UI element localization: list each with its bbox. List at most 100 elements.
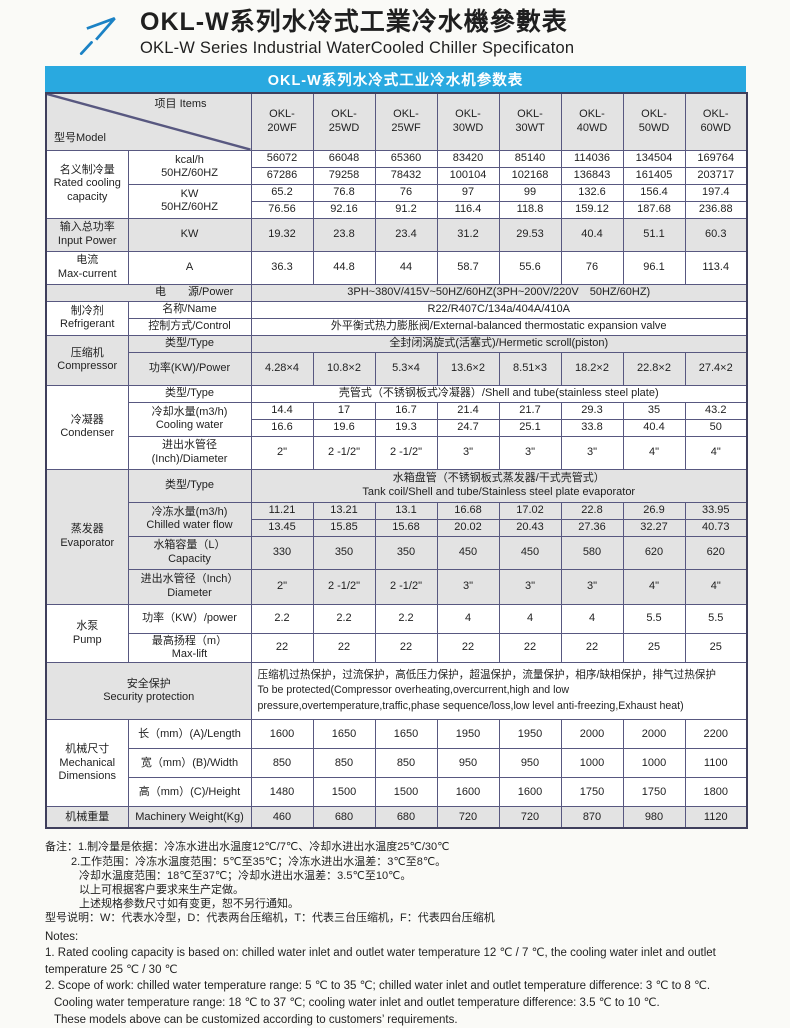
- value-cell: 136843: [560, 166, 624, 185]
- power-source-value: 3PH~380V/415V~50HZ/60HZ(3PH~200V/220V 50…: [250, 283, 748, 302]
- table-row: 功率(KW)/Power 4.28×4 10.8×2 5.3×4 13.6×2 8.51…: [46, 351, 748, 386]
- value-cell: 3": [560, 435, 624, 470]
- value-cell: 4: [560, 603, 624, 634]
- value-cell: 16.68: [436, 501, 500, 520]
- value-cell: 1100: [684, 748, 748, 779]
- table-row: 控制方式/Control 外平衡式热力膨胀阀/External-balanced…: [46, 317, 748, 336]
- value-cell: 2.2: [312, 603, 376, 634]
- page-header: OKL-W系列水冷式工業冷水機參數表 OKL-W Series Industri…: [0, 0, 790, 66]
- table-row: 13.45 15.85 15.68 20.02 20.43 27.36 32.27 40.73: [46, 518, 748, 537]
- value-cell: 22.8×2: [622, 351, 686, 386]
- page-title-en: OKL-W Series Industrial WaterCooled Chil…: [140, 39, 575, 57]
- refrigerant-name-value: R22/R407C/134a/404A/410A: [250, 300, 748, 319]
- value-cell: 2": [250, 435, 314, 470]
- value-cell: 2000: [560, 719, 624, 750]
- value-cell: 1000: [622, 748, 686, 779]
- value-cell: 3": [436, 435, 500, 470]
- value-cell: 33.95: [684, 501, 748, 520]
- table-row: 76.56 92.16 91.2 116.4 118.8 159.12 187.68 236.…: [46, 200, 748, 219]
- value-cell: 1650: [312, 719, 376, 750]
- value-cell: 21.4: [436, 401, 500, 420]
- note-line: 以上可根据客户要求来生产定做。: [79, 884, 244, 897]
- value-cell: 76: [374, 183, 438, 202]
- value-cell: 118.8: [498, 200, 562, 219]
- note-line: Cooling water temperature range: 18 ℃ to…: [54, 997, 660, 1010]
- table-row: 安全保护 Security protection 压缩机过热保护，过流保护，高低…: [45, 662, 748, 721]
- value-cell: 20.43: [498, 518, 562, 537]
- value-cell: 680: [312, 806, 376, 829]
- value-cell: 25.1: [498, 418, 562, 437]
- value-cell: 2 -1/2": [312, 435, 376, 470]
- item-label-type: 类型/Type: [127, 334, 252, 353]
- value-cell: 24.7: [436, 418, 500, 437]
- notes-english: Notes: 1. Rated cooling capacity is based…: [45, 929, 790, 1028]
- value-cell: 21.7: [498, 401, 562, 420]
- value-cell: 11.21: [250, 501, 314, 520]
- note-line: These models above can be customized acc…: [54, 1013, 458, 1026]
- value-cell: 31.2: [436, 217, 500, 252]
- row-label-security: 安全保护 Security protection: [45, 662, 252, 721]
- value-cell: 1000: [560, 748, 624, 779]
- table-row: 冷凝器 Condenser 类型/Type 壳管式（不锈钢板式冷凝器）/Shel…: [45, 384, 748, 470]
- table-row: 水泵 Pump 功率（KW）/power 2.2 2.2 2.2 4 4 4 5.5 5.5: [45, 603, 748, 664]
- value-cell: 450: [436, 535, 500, 570]
- value-cell: 66048: [312, 149, 376, 168]
- table-row: 水箱容量（L） Capacity 330 350 350 450 450 580 620 62…: [46, 535, 748, 570]
- value-cell: 1650: [374, 719, 438, 750]
- value-cell: 350: [374, 535, 438, 570]
- item-label-kcal: kcal/h 50HZ/60HZ: [127, 149, 252, 185]
- value-cell: 950: [436, 748, 500, 779]
- item-label-kw: KW 50HZ/60HZ: [127, 183, 252, 219]
- item-label-width: 宽（mm）(B)/Width: [127, 748, 252, 779]
- value-cell: 1750: [560, 777, 624, 808]
- note-line: Notes:: [45, 930, 79, 943]
- table-row: 冷冻水量(m3/h) Chilled water flow 11.21 13.21…: [46, 501, 748, 537]
- value-cell: 19.32: [250, 217, 314, 252]
- value-cell: 22: [560, 632, 624, 664]
- value-cell: 27.36: [560, 518, 624, 537]
- value-cell: 4": [622, 568, 686, 605]
- value-cell: 236.88: [684, 200, 748, 219]
- value-cell: 65.2: [250, 183, 314, 202]
- row-label-rated-cooling: 名义制冷量 Rated cooling capacity: [45, 149, 129, 219]
- value-cell: 870: [560, 806, 624, 829]
- value-cell: 1600: [436, 777, 500, 808]
- value-cell: 1800: [684, 777, 748, 808]
- value-cell: 2 -1/2": [374, 568, 438, 605]
- value-cell: 1950: [498, 719, 562, 750]
- table-row: 压缩机 Compressor 类型/Type 全封闭涡旋式(活塞式)/Herme…: [45, 334, 748, 386]
- table-row: 最高扬程（m） Max-lift 22 22 22 22 22 22 25 25: [46, 632, 748, 664]
- table-row: 电 源/Power 3PH~380V/415V~50HZ/60HZ(3PH~20…: [45, 283, 748, 302]
- value-cell: 100104: [436, 166, 500, 185]
- value-cell: 44.8: [312, 250, 376, 285]
- value-cell: 25: [622, 632, 686, 664]
- value-cell: 620: [684, 535, 748, 570]
- value-cell: 850: [250, 748, 314, 779]
- note-line: 备注：1.制冷量是依据：冷冻水进出水温度12℃/7℃、冷却水进出水温度25℃/3…: [45, 841, 450, 854]
- value-cell: 980: [622, 806, 686, 829]
- value-cell: 83420: [436, 149, 500, 168]
- value-cell: 51.1: [622, 217, 686, 252]
- value-cell: 44: [374, 250, 438, 285]
- value-cell: 113.4: [684, 250, 748, 285]
- value-cell: 32.27: [622, 518, 686, 537]
- value-cell: 20.02: [436, 518, 500, 537]
- value-cell: 26.9: [622, 501, 686, 520]
- value-cell: 114036: [560, 149, 624, 168]
- value-cell: 2 -1/2": [374, 435, 438, 470]
- value-cell: 680: [374, 806, 438, 829]
- value-cell: 25: [684, 632, 748, 664]
- value-cell: 13.6×2: [436, 351, 500, 386]
- value-cell: 159.12: [560, 200, 624, 219]
- value-cell: 17: [312, 401, 376, 420]
- value-cell: 460: [250, 806, 314, 829]
- value-cell: 14.4: [250, 401, 314, 420]
- value-cell: OKL- 30WT: [498, 92, 562, 151]
- value-cell: 3": [560, 568, 624, 605]
- value-cell: 5.5: [622, 603, 686, 634]
- value-cell: OKL- 50WD: [622, 92, 686, 151]
- value-cell: 2 -1/2": [312, 568, 376, 605]
- item-label-control: 控制方式/Control: [127, 317, 252, 336]
- value-cell: 13.21: [312, 501, 376, 520]
- item-label-max-lift: 最高扬程（m） Max-lift: [127, 632, 252, 664]
